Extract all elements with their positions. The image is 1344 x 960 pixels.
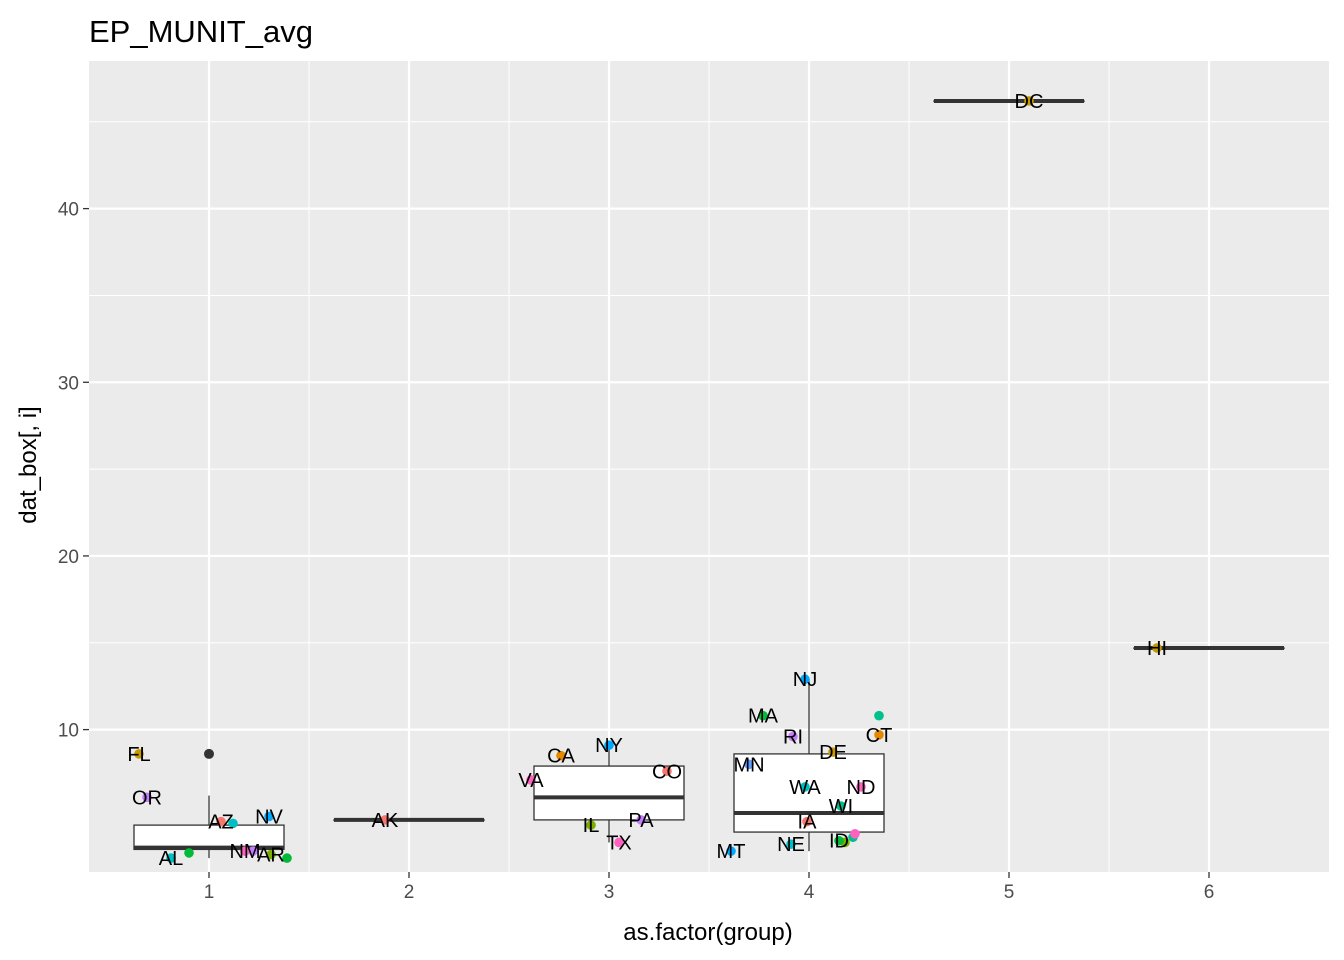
grid-lines: [89, 61, 1329, 872]
data-point-id: [834, 835, 844, 846]
data-point-ct: [874, 730, 884, 740]
point-label-ar: AR: [257, 845, 285, 867]
point-label-il: IL: [583, 815, 600, 837]
data-point-dc: [1024, 96, 1034, 106]
x-tick-label: 4: [804, 882, 815, 903]
data-point-ne: [786, 839, 796, 850]
y-tick-label: 10: [58, 721, 79, 742]
y-tick-label: 20: [58, 547, 79, 568]
data-point-ri: [788, 731, 798, 742]
data-point-il: [586, 820, 596, 830]
y-axis-title: dat_box[, i]: [15, 406, 42, 523]
data-point: [184, 848, 194, 858]
x-tick-label: 3: [604, 882, 615, 903]
point-label-ny: NY: [595, 735, 623, 757]
point-label-ma: MA: [748, 706, 779, 728]
boxplot: [933, 98, 1085, 103]
boxplot: [133, 748, 285, 859]
data-point-wi: [836, 801, 846, 811]
data-point-az: [216, 816, 226, 827]
data-point-nd: [856, 782, 866, 792]
data-point-ma: [758, 710, 768, 721]
point-label-ak: AK: [372, 810, 399, 832]
data-point-mt: [726, 846, 736, 856]
data-point-ca: [556, 750, 566, 761]
data-point-co: [662, 766, 672, 777]
point-label-nd: ND: [847, 777, 876, 799]
axes: 10 20 30 40 1 2 3 4 5 6: [58, 200, 1214, 903]
boxplot: [333, 817, 485, 822]
data-point: [850, 828, 860, 839]
point-label-id: ID: [829, 831, 849, 853]
point-label-fl: FL: [127, 744, 150, 766]
data-point-hi: [1152, 643, 1162, 653]
point-label-va: VA: [518, 770, 544, 792]
point-label-wa: WA: [789, 777, 821, 799]
point-label-ia: IA: [798, 812, 818, 834]
data-point-nj: [800, 674, 810, 685]
point-label-de: DE: [819, 742, 847, 764]
data-point-ar: [266, 849, 276, 860]
point-label-ri: RI: [783, 727, 803, 749]
point-label-nv: NV: [255, 806, 283, 828]
point-label-nj: NJ: [793, 669, 817, 691]
data-point-nm: [240, 846, 250, 856]
point-label-or: OR: [132, 787, 162, 809]
y-tick-label: 40: [58, 200, 79, 221]
data-point-de: [828, 747, 838, 757]
data-point-tx: [614, 837, 624, 848]
data-point-va: [526, 775, 536, 785]
data-point-nv: [264, 811, 274, 822]
data-point: [874, 710, 884, 721]
data-point-ny: [604, 740, 614, 751]
data-point: [248, 846, 258, 856]
x-tick-label: 1: [204, 882, 215, 903]
data-point-pa: [636, 815, 646, 825]
data-point-or: [142, 792, 152, 803]
x-axis-title: as.factor(group): [623, 919, 792, 946]
point-label-dc: DC: [1015, 91, 1044, 113]
x-tick-label: 6: [1204, 882, 1215, 903]
point-label-wi: WI: [829, 796, 853, 818]
data-point: [228, 818, 238, 829]
y-tick-label: 30: [58, 373, 79, 394]
boxplot: [533, 745, 685, 843]
data-point-mn: [744, 759, 754, 770]
point-label-hi: HI: [1147, 638, 1167, 660]
point-label-al: AL: [159, 848, 183, 870]
outlier-point: [204, 748, 214, 759]
data-points: [134, 96, 1162, 863]
point-label-ct: CT: [866, 725, 893, 747]
box-iqr: [133, 824, 285, 851]
point-label-tx: TX: [606, 832, 632, 854]
x-tick-label: 2: [404, 882, 415, 903]
box-iqr: [533, 765, 685, 821]
x-tick-label: 5: [1004, 882, 1015, 903]
data-point-wa: [800, 782, 810, 792]
point-label-ne: NE: [777, 834, 805, 856]
point-label-az: AZ: [208, 812, 234, 834]
data-point-fl: [134, 749, 144, 759]
point-label-mt: MT: [717, 841, 746, 863]
chart-title: EP_MUNIT_avg: [89, 14, 313, 49]
point-label-ca: CA: [547, 746, 575, 768]
data-point-al: [166, 853, 176, 863]
data-point: [282, 853, 292, 863]
point-label-co: CO: [652, 761, 682, 783]
data-point-ia: [802, 816, 812, 827]
point-label-pa: PA: [628, 810, 654, 832]
data-point-ak: [380, 815, 390, 825]
point-label-mn: MN: [733, 754, 764, 776]
point-label-nm: NM: [229, 841, 260, 863]
